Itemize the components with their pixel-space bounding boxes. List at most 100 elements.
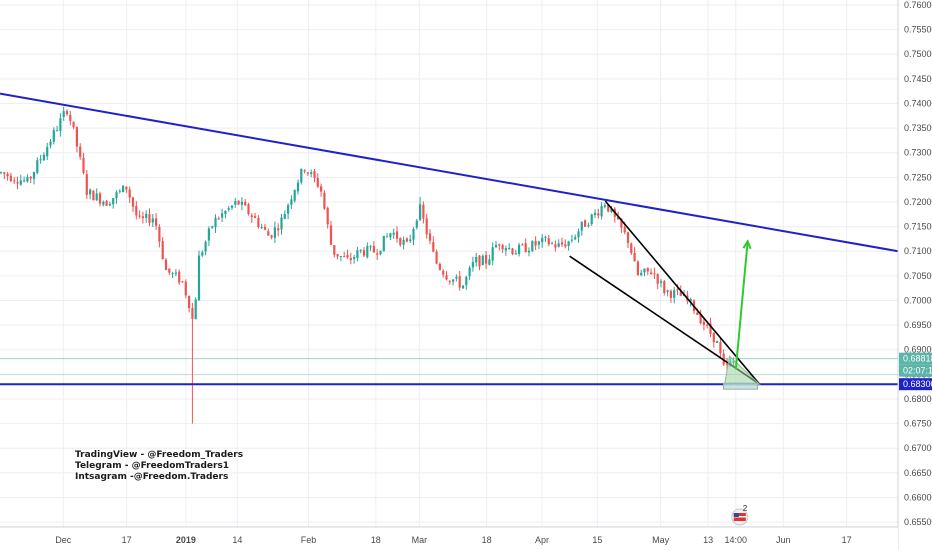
candle-body <box>6 173 9 177</box>
candle-body <box>646 267 649 272</box>
candle-body <box>29 176 32 179</box>
candle-body <box>313 171 316 178</box>
candle-body <box>168 268 171 273</box>
candle-body <box>171 273 174 275</box>
candle-body <box>125 186 128 190</box>
candle-body <box>346 255 349 258</box>
candle-body <box>3 172 6 174</box>
candle-body <box>9 175 12 181</box>
candle-body <box>211 226 214 228</box>
price-tags: 0.68818 02:07:13 0.68300 <box>899 352 932 391</box>
candle-body <box>580 221 583 231</box>
candle-body <box>623 227 626 233</box>
candle-body <box>197 255 201 301</box>
candle-body <box>122 185 125 193</box>
candle-body <box>452 279 455 282</box>
candle-body <box>419 204 422 220</box>
candle-body <box>49 141 52 146</box>
candle-body <box>409 239 412 241</box>
candle-body <box>188 295 191 309</box>
candle-body <box>650 272 653 275</box>
candle-body <box>151 218 154 223</box>
candle-body <box>659 281 663 283</box>
candle-body <box>42 155 45 161</box>
candle-body <box>372 245 375 253</box>
candle-body <box>428 233 432 241</box>
candle-body <box>557 243 560 247</box>
candle-body <box>438 263 441 270</box>
time-axis[interactable]: Dec 17 2019 14 Feb 18 Mar 18 Apr 15 May 13 14:00 Jun 1… <box>0 526 898 550</box>
projection-arrow-line <box>734 241 749 370</box>
time-tick-label: May <box>652 535 670 545</box>
candle-body <box>673 290 676 298</box>
candle-body <box>425 218 428 235</box>
candle-body <box>320 186 323 192</box>
time-tick-label: Mar <box>412 535 428 545</box>
candle-body <box>310 172 313 175</box>
candle-body <box>719 342 722 354</box>
candle-body <box>716 341 719 343</box>
time-tick-label: 13 <box>703 535 713 545</box>
candle-body <box>518 244 521 255</box>
candle-body <box>207 228 210 241</box>
time-tick-label: 15 <box>592 535 602 545</box>
candle-body <box>699 313 702 324</box>
flag-canton <box>733 513 739 517</box>
candle-body <box>191 308 194 319</box>
author-watermark: TradingView - @Freedom_Traders Telegram … <box>75 450 243 483</box>
watermark-tradingview: TradingView - @Freedom_Traders <box>75 450 244 460</box>
time-tick-label: 14:00 <box>725 535 748 545</box>
candle-body <box>633 253 636 262</box>
candle-body <box>395 231 399 239</box>
candle-body <box>590 214 593 225</box>
candle-body <box>237 200 240 205</box>
candle-body <box>82 158 85 173</box>
candle-body <box>488 259 491 265</box>
candle-body <box>567 241 570 247</box>
candle-body <box>709 323 712 334</box>
candle-body <box>356 250 359 259</box>
candle-body <box>475 257 478 263</box>
candle-body <box>386 236 389 238</box>
candle-body <box>531 241 534 252</box>
candle-body <box>329 225 333 245</box>
candle-body <box>547 238 550 245</box>
candle-body <box>544 236 547 238</box>
candle-body <box>138 215 141 217</box>
candle-body <box>392 232 395 235</box>
last-price-tag: 0.68818 <box>903 354 932 364</box>
candle-body <box>514 253 517 255</box>
candle-body <box>349 258 352 261</box>
candle-body <box>554 244 557 248</box>
candle-body <box>669 290 672 298</box>
candle-body <box>366 246 369 258</box>
economic-event-marker[interactable]: 2 <box>731 504 749 526</box>
candle-body <box>112 198 115 205</box>
candle-body <box>359 249 362 251</box>
candle-body <box>584 220 587 227</box>
candle-body <box>570 239 573 241</box>
candle-body <box>653 273 656 275</box>
candle-body <box>323 192 326 209</box>
candle-body <box>666 290 669 292</box>
candle-body <box>204 241 207 252</box>
candle-body <box>461 285 465 289</box>
candle-body <box>465 276 468 286</box>
candle-body <box>98 193 102 204</box>
candle-body <box>181 281 184 283</box>
candle-body <box>468 267 471 277</box>
candle-body <box>296 182 300 192</box>
candle-body <box>95 193 98 201</box>
candle-body <box>597 213 600 216</box>
time-tick-label: 14 <box>232 535 242 545</box>
candle-body <box>607 204 610 212</box>
